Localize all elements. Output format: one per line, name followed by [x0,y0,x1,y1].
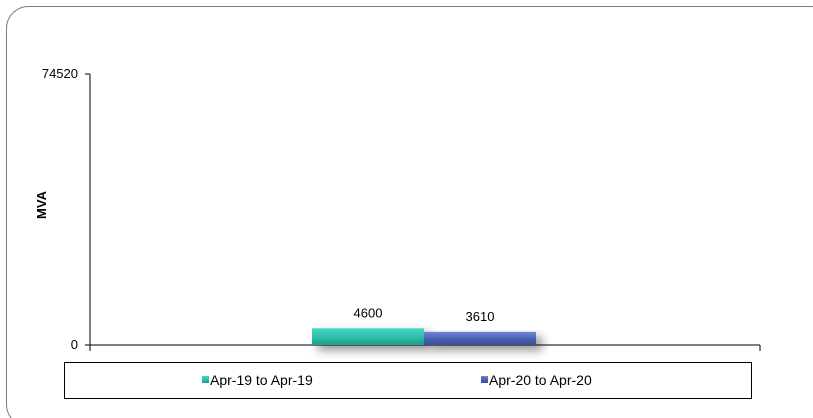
legend-swatch-2 [481,376,488,383]
bar-series-1 [312,328,424,345]
legend-label-2: Apr-20 to Apr-20 [489,372,592,388]
y-tick-label-max: 74520 [42,66,78,81]
chart-border [6,6,813,418]
legend-box [64,362,752,399]
y-tick-label-min: 0 [71,337,78,352]
legend-label-1: Apr-19 to Apr-19 [210,372,313,388]
bar-group: 4600 3610 [312,305,536,345]
bar-series-2 [424,331,536,345]
legend-swatch-1 [202,376,209,383]
data-label-series-2: 3610 [466,309,495,324]
data-label-series-1: 4600 [354,305,383,320]
y-axis-title: MVA [34,190,49,219]
